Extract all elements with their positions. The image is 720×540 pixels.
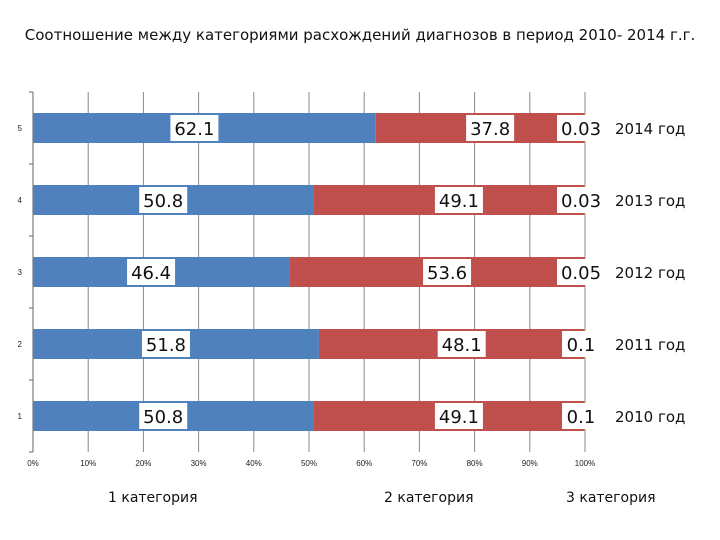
data-label-cat1-row4: 50.8 bbox=[143, 191, 183, 212]
data-label-cat1-row3: 46.4 bbox=[131, 263, 171, 284]
row-label-year: 2010 год bbox=[615, 408, 685, 426]
y-tick-label: 3 bbox=[18, 268, 23, 277]
x-tick-label: 30% bbox=[191, 459, 207, 468]
x-tick-label: 60% bbox=[356, 459, 372, 468]
data-label-cat1-row5-bg bbox=[170, 115, 219, 141]
data-label-cat2-row2-bg bbox=[437, 331, 486, 357]
x-tick-label: 40% bbox=[246, 459, 262, 468]
data-label-cat1-row1-bg bbox=[139, 403, 188, 429]
data-label-cat3-row2-bg bbox=[562, 331, 600, 357]
legend-category-3: 3 категория bbox=[566, 490, 656, 506]
data-label-cat3-row1-bg bbox=[562, 403, 600, 429]
x-tick-label: 50% bbox=[301, 459, 317, 468]
row-label-year: 2011 год bbox=[615, 336, 685, 354]
data-label-cat2-row5-bg bbox=[466, 115, 515, 141]
x-tick-label: 90% bbox=[522, 459, 538, 468]
data-label-cat3-row2: 0.1 bbox=[567, 335, 596, 356]
x-tick-label: 80% bbox=[467, 459, 483, 468]
y-tick-label: 5 bbox=[18, 124, 23, 133]
data-label-cat2-row2: 48.1 bbox=[442, 335, 482, 356]
data-label-cat1-row4-bg bbox=[139, 187, 188, 213]
data-label-cat2-row3-bg bbox=[423, 259, 472, 285]
data-label-cat1-row2-bg bbox=[141, 331, 190, 357]
x-tick-label: 0% bbox=[27, 459, 39, 468]
row-label-year: 2013 год bbox=[615, 192, 685, 210]
data-label-cat2-row4-bg bbox=[434, 187, 483, 213]
data-label-cat3-row3: 0.05 bbox=[561, 263, 601, 284]
data-label-cat3-row5-bg bbox=[557, 115, 605, 141]
x-tick-label: 70% bbox=[411, 459, 427, 468]
legend-category-1: 1 категория bbox=[108, 490, 198, 506]
data-label-cat1-row3-bg bbox=[127, 259, 176, 285]
x-tick-label: 10% bbox=[80, 459, 96, 468]
data-label-cat3-row5: 0.03 bbox=[561, 119, 601, 140]
data-label-cat2-row3: 53.6 bbox=[427, 263, 467, 284]
x-tick-label: 100% bbox=[575, 459, 595, 468]
x-tick-label: 20% bbox=[135, 459, 151, 468]
y-tick-label: 1 bbox=[18, 412, 23, 421]
chart-title: Соотношение между категориями расхождени… bbox=[24, 26, 696, 44]
data-label-cat1-row2: 51.8 bbox=[146, 335, 186, 356]
data-label-cat3-row4: 0.03 bbox=[561, 191, 601, 212]
data-label-cat3-row1: 0.1 bbox=[567, 407, 596, 428]
data-label-cat2-row4: 49.1 bbox=[439, 191, 479, 212]
data-label-cat3-row4-bg bbox=[557, 187, 605, 213]
y-tick-label: 4 bbox=[18, 196, 23, 205]
data-label-cat1-row1: 50.8 bbox=[143, 407, 183, 428]
y-tick-label: 2 bbox=[18, 340, 23, 349]
data-label-cat2-row5: 37.8 bbox=[470, 119, 510, 140]
data-label-cat3-row3-bg bbox=[557, 259, 605, 285]
data-label-cat2-row1-bg bbox=[434, 403, 483, 429]
row-label-year: 2012 год bbox=[615, 264, 685, 282]
row-label-year: 2014 год bbox=[615, 120, 685, 138]
data-label-cat2-row1: 49.1 bbox=[439, 407, 479, 428]
data-label-cat1-row5: 62.1 bbox=[174, 119, 214, 140]
legend-category-2: 2 категория bbox=[384, 490, 474, 506]
